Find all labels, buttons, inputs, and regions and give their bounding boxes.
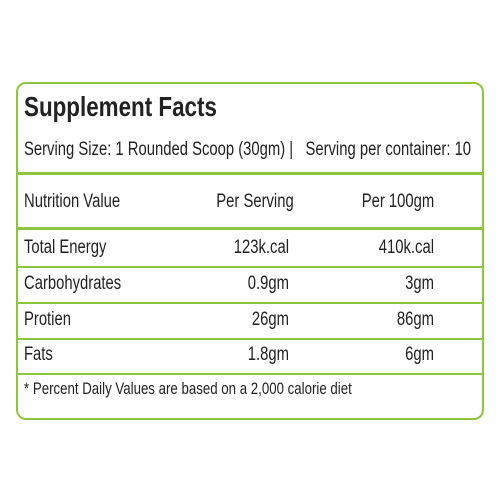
divider <box>18 266 482 268</box>
serving-info: Serving Size: 1 Rounded Scoop (30gm) | S… <box>24 139 472 160</box>
column-header: Per Serving <box>216 191 294 212</box>
facts-panel <box>16 82 484 420</box>
cell: 410k.cal <box>378 237 434 258</box>
divider <box>18 172 482 175</box>
cell: 123k.cal <box>233 237 289 258</box>
divider <box>18 373 482 375</box>
divider <box>18 338 482 340</box>
cell: 26gm <box>251 309 289 330</box>
cell: 0.9gm <box>247 273 289 294</box>
divider <box>18 227 482 230</box>
cell: 6gm <box>405 344 434 365</box>
column-header: Nutrition Value <box>24 191 121 212</box>
title: Supplement Facts <box>24 91 217 122</box>
cell: 86gm <box>396 309 434 330</box>
cell: 3gm <box>405 273 434 294</box>
divider <box>18 302 482 304</box>
row-label: Carbohydrates <box>24 273 122 294</box>
row-label: Protien <box>24 309 71 330</box>
cell: 1.8gm <box>247 344 289 365</box>
row-label: Total Energy <box>24 237 107 258</box>
row-label: Fats <box>24 344 53 365</box>
footnote: * Percent Daily Values are based on a 2,… <box>24 379 352 398</box>
column-header: Per 100gm <box>361 191 435 212</box>
